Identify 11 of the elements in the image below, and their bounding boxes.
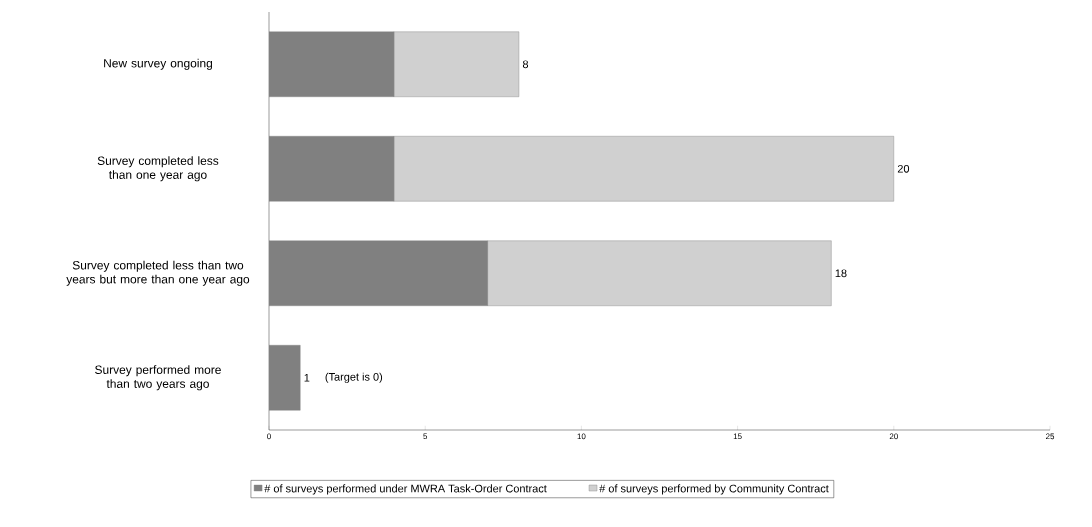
- y-tick-label: Survey completed less than one year ago: [97, 156, 219, 182]
- y-tick-label: Survey performed more than two years ago: [95, 365, 221, 391]
- legend-label: # of surveys performed under MWRA Task-Order Contract: [264, 484, 547, 495]
- y-tick-label: New survey ongoing: [104, 58, 212, 70]
- total-label: 18: [835, 269, 847, 278]
- total-label: 8: [522, 60, 529, 69]
- total-label: 20: [897, 164, 910, 173]
- y-tick-label: Survey completed less than two years but more than one year ago: [66, 260, 250, 286]
- annotation: (Target is 0): [325, 372, 383, 383]
- legend-label: # of surveys performed by Community Contract: [599, 484, 829, 495]
- total-label: 1: [304, 373, 310, 382]
